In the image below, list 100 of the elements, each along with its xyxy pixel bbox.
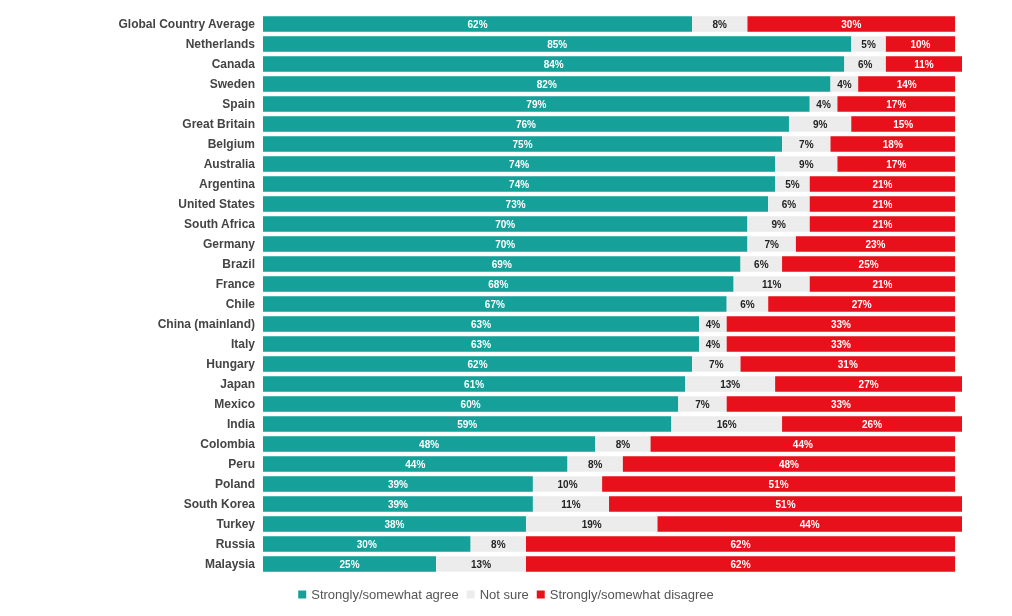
bar xyxy=(263,296,727,312)
y-tick-label: India xyxy=(226,417,256,431)
bar xyxy=(622,456,956,472)
data-label: 38% xyxy=(384,518,405,530)
data-label: 82% xyxy=(536,78,557,90)
bar xyxy=(263,56,845,72)
bar xyxy=(650,436,956,452)
bar xyxy=(775,376,962,392)
data-label: 6% xyxy=(754,258,769,270)
data-label: 15% xyxy=(893,118,914,130)
bar xyxy=(263,256,741,272)
data-label: 11% xyxy=(761,278,782,290)
data-label: 30% xyxy=(841,18,862,30)
y-tick-label: Great Britain xyxy=(182,117,255,131)
bar xyxy=(692,356,741,372)
data-label: 6% xyxy=(740,298,755,310)
data-label: 44% xyxy=(792,438,813,450)
data-label: 60% xyxy=(460,398,481,410)
bar xyxy=(782,136,831,152)
data-label: 4% xyxy=(816,98,831,110)
bar xyxy=(809,216,956,232)
data-label: 21% xyxy=(872,218,893,230)
y-tick-label: Spain xyxy=(222,97,255,111)
data-label: 30% xyxy=(356,538,377,550)
bar xyxy=(733,276,810,292)
data-label: 33% xyxy=(830,338,851,350)
data-label: 84% xyxy=(543,58,564,70)
data-label: 70% xyxy=(495,218,516,230)
bar xyxy=(782,416,962,432)
data-label: 44% xyxy=(799,518,820,530)
data-label: 7% xyxy=(799,138,814,150)
bar xyxy=(263,216,748,232)
y-tick-label: Hungary xyxy=(206,357,256,371)
y-tick-label: France xyxy=(215,277,256,291)
data-label: 10% xyxy=(910,38,931,50)
data-label: 9% xyxy=(799,158,814,170)
bar xyxy=(263,336,700,352)
data-label: 7% xyxy=(764,238,780,250)
y-tick-label: Mexico xyxy=(214,397,255,411)
data-label: 13% xyxy=(471,558,492,570)
y-tick-label: Netherlands xyxy=(185,37,256,51)
y-tick-label: Chile xyxy=(225,297,256,311)
y-tick-label: Japan xyxy=(220,377,255,391)
y-tick-label: China (mainland) xyxy=(157,317,255,331)
bar xyxy=(263,376,686,392)
data-label: 9% xyxy=(812,118,828,130)
bar xyxy=(685,376,776,392)
bar xyxy=(263,356,693,372)
bar xyxy=(263,16,693,32)
y-tick-label: Russia xyxy=(215,537,256,551)
bar xyxy=(809,276,956,292)
bar xyxy=(851,116,956,132)
y-tick-label: Canada xyxy=(211,57,256,71)
bar xyxy=(567,456,623,472)
data-label: 39% xyxy=(387,498,409,510)
bar xyxy=(436,556,526,572)
y-tick-label: Colombia xyxy=(200,437,256,451)
bar xyxy=(525,536,956,552)
bar xyxy=(885,36,956,52)
data-label: 8% xyxy=(491,538,506,550)
y-tick-label: South Africa xyxy=(184,217,256,231)
data-label: 5% xyxy=(861,38,876,50)
data-label: 48% xyxy=(419,438,440,450)
bar xyxy=(263,316,700,332)
bar xyxy=(263,516,526,532)
bar xyxy=(775,156,838,172)
data-label: 75% xyxy=(512,138,533,150)
data-label: 62% xyxy=(467,18,488,30)
bar xyxy=(263,456,568,472)
data-label: 51% xyxy=(775,498,796,510)
bar xyxy=(263,96,810,112)
data-label: 79% xyxy=(526,98,547,110)
data-label: 51% xyxy=(768,478,789,490)
data-label: 17% xyxy=(886,98,907,110)
y-tick-label: Italy xyxy=(230,337,256,351)
data-label: 7% xyxy=(709,358,724,370)
data-label: 6% xyxy=(857,58,873,70)
bar xyxy=(263,236,748,252)
bar xyxy=(263,276,734,292)
data-label: 67% xyxy=(484,298,505,310)
data-label: 70% xyxy=(495,238,516,250)
y-tick-label: South Korea xyxy=(183,497,256,511)
bar xyxy=(671,416,783,432)
bar xyxy=(692,16,748,32)
data-label: 16% xyxy=(716,418,737,430)
bar xyxy=(263,196,769,212)
data-label: 14% xyxy=(896,78,917,90)
bar xyxy=(263,176,776,192)
data-label: 23% xyxy=(865,238,886,250)
bar xyxy=(263,476,533,492)
y-tick-label: Brazil xyxy=(222,257,255,271)
y-tick-label: Sweden xyxy=(209,77,255,91)
data-label: 68% xyxy=(488,278,509,290)
data-label: 8% xyxy=(615,438,631,450)
bar xyxy=(263,436,596,452)
bar xyxy=(768,196,810,212)
data-label: 26% xyxy=(862,418,883,430)
bar xyxy=(830,136,956,152)
data-label: 10% xyxy=(557,478,578,490)
data-label: 76% xyxy=(515,118,537,130)
